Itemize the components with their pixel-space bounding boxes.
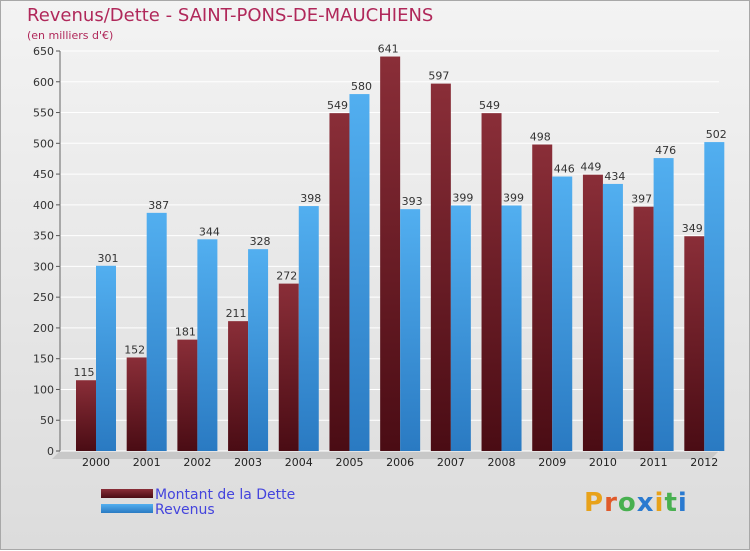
- logo-letter: o: [617, 488, 637, 518]
- bar-revenus: [96, 265, 116, 451]
- data-label-dette: 597: [428, 70, 449, 83]
- x-tick-label: 2003: [234, 456, 262, 469]
- logo-letter: i: [677, 488, 688, 518]
- logo-letter: i: [654, 488, 665, 518]
- x-tick-label: 2006: [386, 456, 414, 469]
- x-tick-label: 2001: [133, 456, 161, 469]
- logo-letter: x: [636, 488, 655, 518]
- logo-letter: t: [664, 488, 678, 518]
- bar-dette: [126, 357, 147, 451]
- bar-dette: [228, 321, 249, 451]
- x-tick-label: 2009: [538, 456, 566, 469]
- data-label-dette: 115: [74, 366, 95, 379]
- bar-dette: [532, 144, 553, 452]
- data-label-dette: 152: [124, 343, 145, 356]
- data-label-revenus: 328: [250, 235, 271, 248]
- x-tick-label: 2004: [285, 456, 313, 469]
- data-label-dette: 397: [631, 193, 652, 206]
- y-tick-label: 450: [33, 168, 54, 181]
- bar-revenus: [248, 249, 269, 451]
- legend-swatch-revenus: [101, 504, 153, 513]
- y-tick-label: 150: [33, 353, 54, 366]
- data-label-revenus: 301: [98, 252, 119, 265]
- bar-dette: [177, 339, 198, 451]
- bar-dette: [684, 236, 705, 451]
- data-label-revenus: 399: [452, 191, 473, 204]
- data-label-dette: 181: [175, 326, 196, 339]
- bar-revenus: [653, 158, 674, 452]
- data-label-dette: 272: [276, 270, 297, 283]
- bar-dette: [430, 83, 451, 451]
- proxiti-logo: Proxiti: [584, 488, 688, 518]
- chart-floor: [52, 451, 719, 459]
- logo-letter: r: [604, 488, 618, 518]
- x-tick-label: 2008: [488, 456, 516, 469]
- bar-revenus: [704, 142, 725, 452]
- y-tick-label: 200: [33, 322, 54, 335]
- data-label-revenus: 580: [351, 80, 372, 93]
- bar-revenus: [602, 183, 623, 451]
- bar-dette: [582, 174, 603, 451]
- y-tick-label: 350: [33, 230, 54, 243]
- data-label-revenus: 502: [706, 128, 727, 141]
- legend-swatch-dette: [101, 489, 153, 498]
- data-label-revenus: 344: [199, 225, 220, 238]
- logo-letter: P: [584, 488, 605, 518]
- bar-revenus: [450, 205, 471, 451]
- bar-revenus: [197, 239, 218, 451]
- chart-subtitle: (en milliers d'€): [27, 29, 114, 42]
- legend-label-revenus: Revenus: [155, 502, 215, 518]
- y-tick-label: 50: [40, 414, 54, 427]
- data-label-dette: 449: [580, 161, 601, 174]
- bar-revenus: [146, 212, 167, 451]
- data-label-dette: 641: [378, 43, 399, 56]
- data-label-revenus: 446: [554, 163, 575, 176]
- data-label-revenus: 398: [300, 192, 321, 205]
- y-tick-label: 550: [33, 107, 54, 120]
- data-label-revenus: 399: [503, 191, 524, 204]
- bar-revenus: [552, 176, 573, 452]
- y-tick-label: 400: [33, 199, 54, 212]
- y-tick-label: 300: [33, 260, 54, 273]
- data-label-revenus: 476: [655, 144, 676, 157]
- y-tick-label: 100: [33, 383, 54, 396]
- bar-dette: [633, 206, 654, 451]
- x-tick-label: 2005: [335, 456, 363, 469]
- x-tick-label: 2011: [640, 456, 668, 469]
- data-label-dette: 211: [226, 307, 247, 320]
- chart-title: Revenus/Dette - SAINT-PONS-DE-MAUCHIENS: [27, 5, 434, 26]
- y-tick-label: 500: [33, 137, 54, 150]
- bar-revenus: [400, 209, 421, 451]
- x-tick-label: 2010: [589, 456, 617, 469]
- y-tick-label: 600: [33, 76, 54, 89]
- bar-dette: [278, 283, 299, 451]
- bar-dette: [329, 113, 350, 452]
- data-label-dette: 549: [327, 99, 348, 112]
- data-label-revenus: 387: [148, 199, 169, 212]
- data-label-revenus: 434: [604, 170, 625, 183]
- x-tick-label: 2007: [437, 456, 465, 469]
- x-tick-label: 2000: [82, 456, 110, 469]
- bar-revenus: [349, 94, 370, 452]
- bar-revenus: [501, 205, 522, 451]
- y-tick-label: 650: [33, 45, 54, 58]
- x-tick-label: 2012: [690, 456, 718, 469]
- data-label-dette: 498: [530, 131, 551, 144]
- data-label-revenus: 393: [402, 195, 423, 208]
- data-label-dette: 549: [479, 99, 500, 112]
- bar-revenus: [298, 206, 319, 451]
- x-tick-label: 2002: [183, 456, 211, 469]
- bar-dette: [76, 380, 96, 451]
- y-tick-label: 250: [33, 291, 54, 304]
- y-tick-label: 0: [47, 445, 54, 458]
- data-label-dette: 349: [682, 222, 703, 235]
- bar-dette: [481, 113, 502, 452]
- legend-label-dette: Montant de la Dette: [155, 487, 296, 503]
- bar-dette: [380, 56, 401, 452]
